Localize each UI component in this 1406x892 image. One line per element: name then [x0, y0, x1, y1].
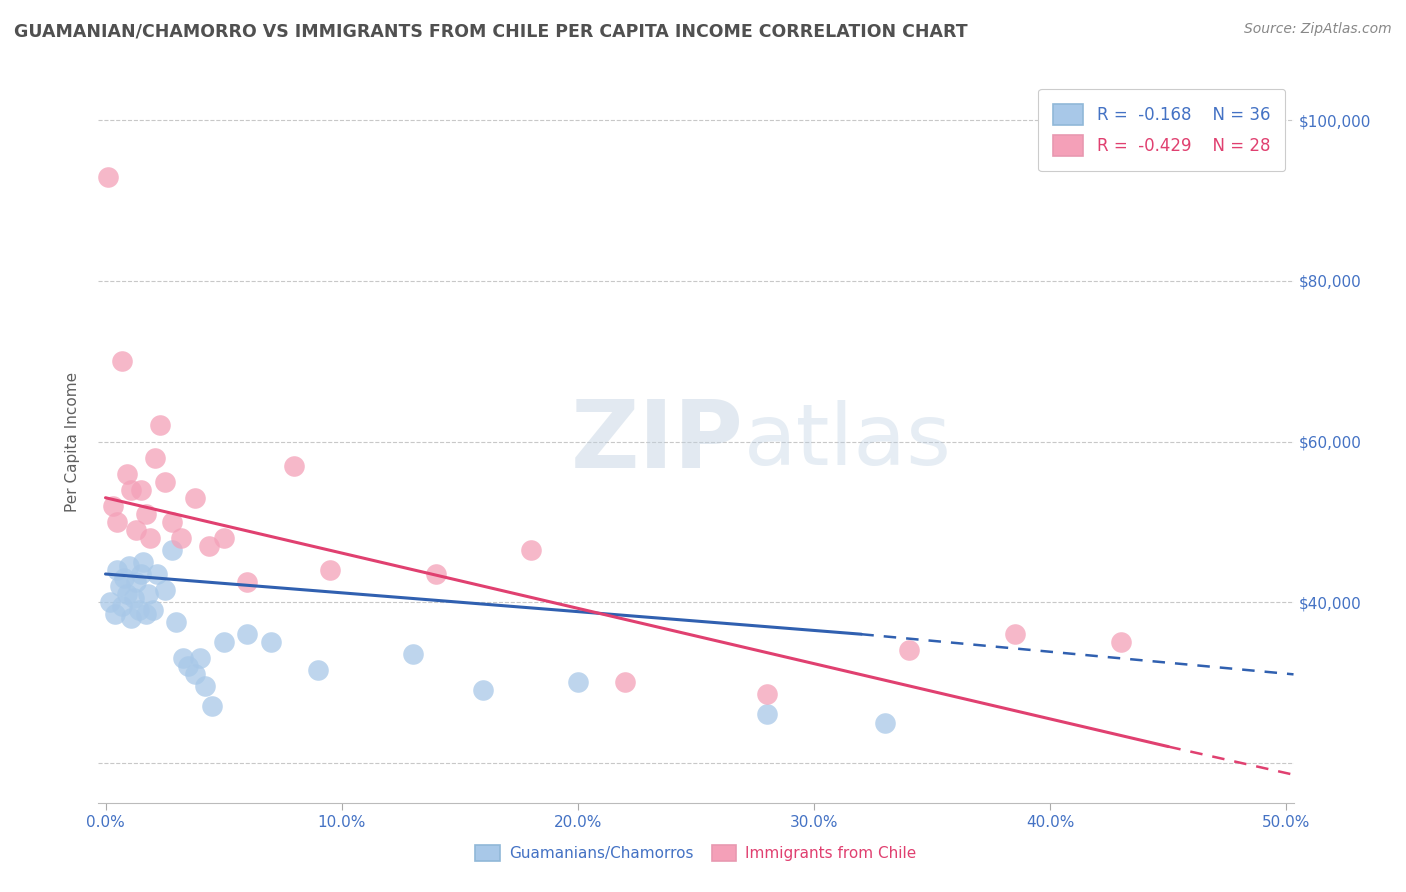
Point	[115, 467, 138, 481]
Point	[132, 555, 155, 569]
Point	[160, 515, 183, 529]
Point	[125, 574, 148, 589]
Y-axis label: Per Capita Income: Per Capita Income	[65, 371, 80, 512]
Point	[755, 707, 778, 722]
Point	[153, 583, 176, 598]
Point	[121, 611, 143, 625]
Point	[149, 418, 172, 433]
Point	[236, 574, 259, 589]
Point	[112, 571, 135, 585]
Point	[98, 595, 121, 609]
Point	[472, 683, 495, 698]
Point	[121, 483, 143, 497]
Point	[201, 699, 224, 714]
Text: GUAMANIAN/CHAMORRO VS IMMIGRANTS FROM CHILE PER CAPITA INCOME CORRELATION CHART: GUAMANIAN/CHAMORRO VS IMMIGRANTS FROM CH…	[14, 22, 967, 40]
Point	[170, 531, 193, 545]
Point	[873, 715, 896, 730]
Point	[567, 675, 589, 690]
Point	[260, 635, 283, 649]
Point	[212, 531, 235, 545]
Point	[172, 651, 194, 665]
Point	[122, 591, 145, 606]
Point	[236, 627, 259, 641]
Point	[105, 515, 128, 529]
Point	[142, 603, 165, 617]
Point	[135, 607, 157, 621]
Point	[283, 458, 305, 473]
Point	[755, 687, 778, 701]
Point	[97, 169, 120, 184]
Point	[104, 607, 127, 621]
Point	[139, 531, 162, 545]
Point	[897, 643, 920, 657]
Point	[111, 354, 134, 368]
Point	[307, 664, 329, 678]
Legend: Guamanians/Chamorros, Immigrants from Chile: Guamanians/Chamorros, Immigrants from Ch…	[470, 839, 922, 867]
Point	[425, 567, 447, 582]
Point	[1004, 627, 1026, 641]
Point	[143, 450, 166, 465]
Point	[129, 567, 152, 582]
Point	[129, 483, 152, 497]
Text: atlas: atlas	[744, 400, 952, 483]
Point	[135, 507, 157, 521]
Point	[177, 659, 200, 673]
Point	[1109, 635, 1132, 649]
Point	[212, 635, 235, 649]
Point	[184, 491, 207, 505]
Point	[118, 558, 141, 573]
Point	[105, 563, 128, 577]
Text: ZIP: ZIP	[571, 395, 744, 488]
Point	[194, 680, 217, 694]
Point	[188, 651, 211, 665]
Point	[108, 579, 131, 593]
Point	[401, 648, 423, 662]
Point	[160, 542, 183, 557]
Point	[146, 567, 169, 582]
Point	[115, 587, 138, 601]
Point	[111, 599, 134, 614]
Point	[128, 603, 150, 617]
Text: Source: ZipAtlas.com: Source: ZipAtlas.com	[1244, 22, 1392, 37]
Point	[614, 675, 637, 690]
Point	[125, 523, 148, 537]
Point	[153, 475, 176, 489]
Point	[165, 615, 187, 630]
Point	[184, 667, 207, 681]
Point	[101, 499, 124, 513]
Point	[136, 587, 159, 601]
Point	[198, 539, 221, 553]
Point	[519, 542, 541, 557]
Point	[319, 563, 342, 577]
